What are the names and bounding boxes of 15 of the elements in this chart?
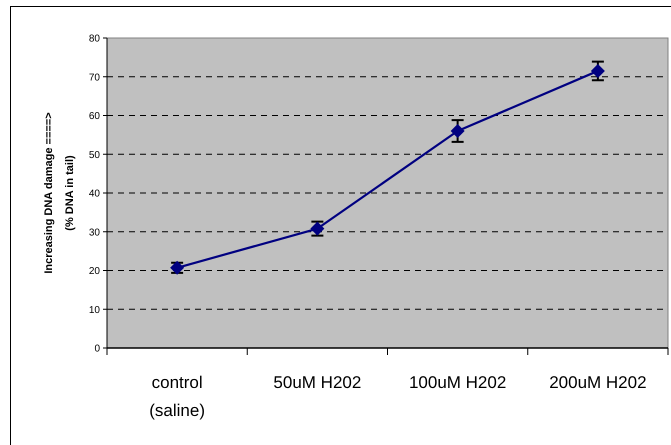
- y-tick-label: 40: [88, 188, 100, 200]
- y-tick-label: 10: [88, 304, 100, 316]
- y-tick-label: 70: [88, 72, 100, 84]
- y-tick-label: 0: [94, 344, 100, 354]
- x-tick-label: control (saline): [149, 373, 205, 420]
- x-tick-label: 200uM H202: [549, 373, 647, 392]
- y-tick-label: 60: [88, 111, 100, 122]
- y-tick-label: 50: [88, 150, 100, 161]
- y-tick-label: 30: [88, 227, 100, 238]
- y-tick-label: 20: [88, 266, 100, 277]
- x-tick-label: 50uM H202: [273, 373, 362, 392]
- y-tick-label: 80: [88, 34, 100, 44]
- y-axis-title: Increasing DNA damage ====> (% DNA in tail): [43, 112, 76, 274]
- point: [450, 124, 465, 138]
- x-tick-label: 100uM H202: [408, 373, 506, 392]
